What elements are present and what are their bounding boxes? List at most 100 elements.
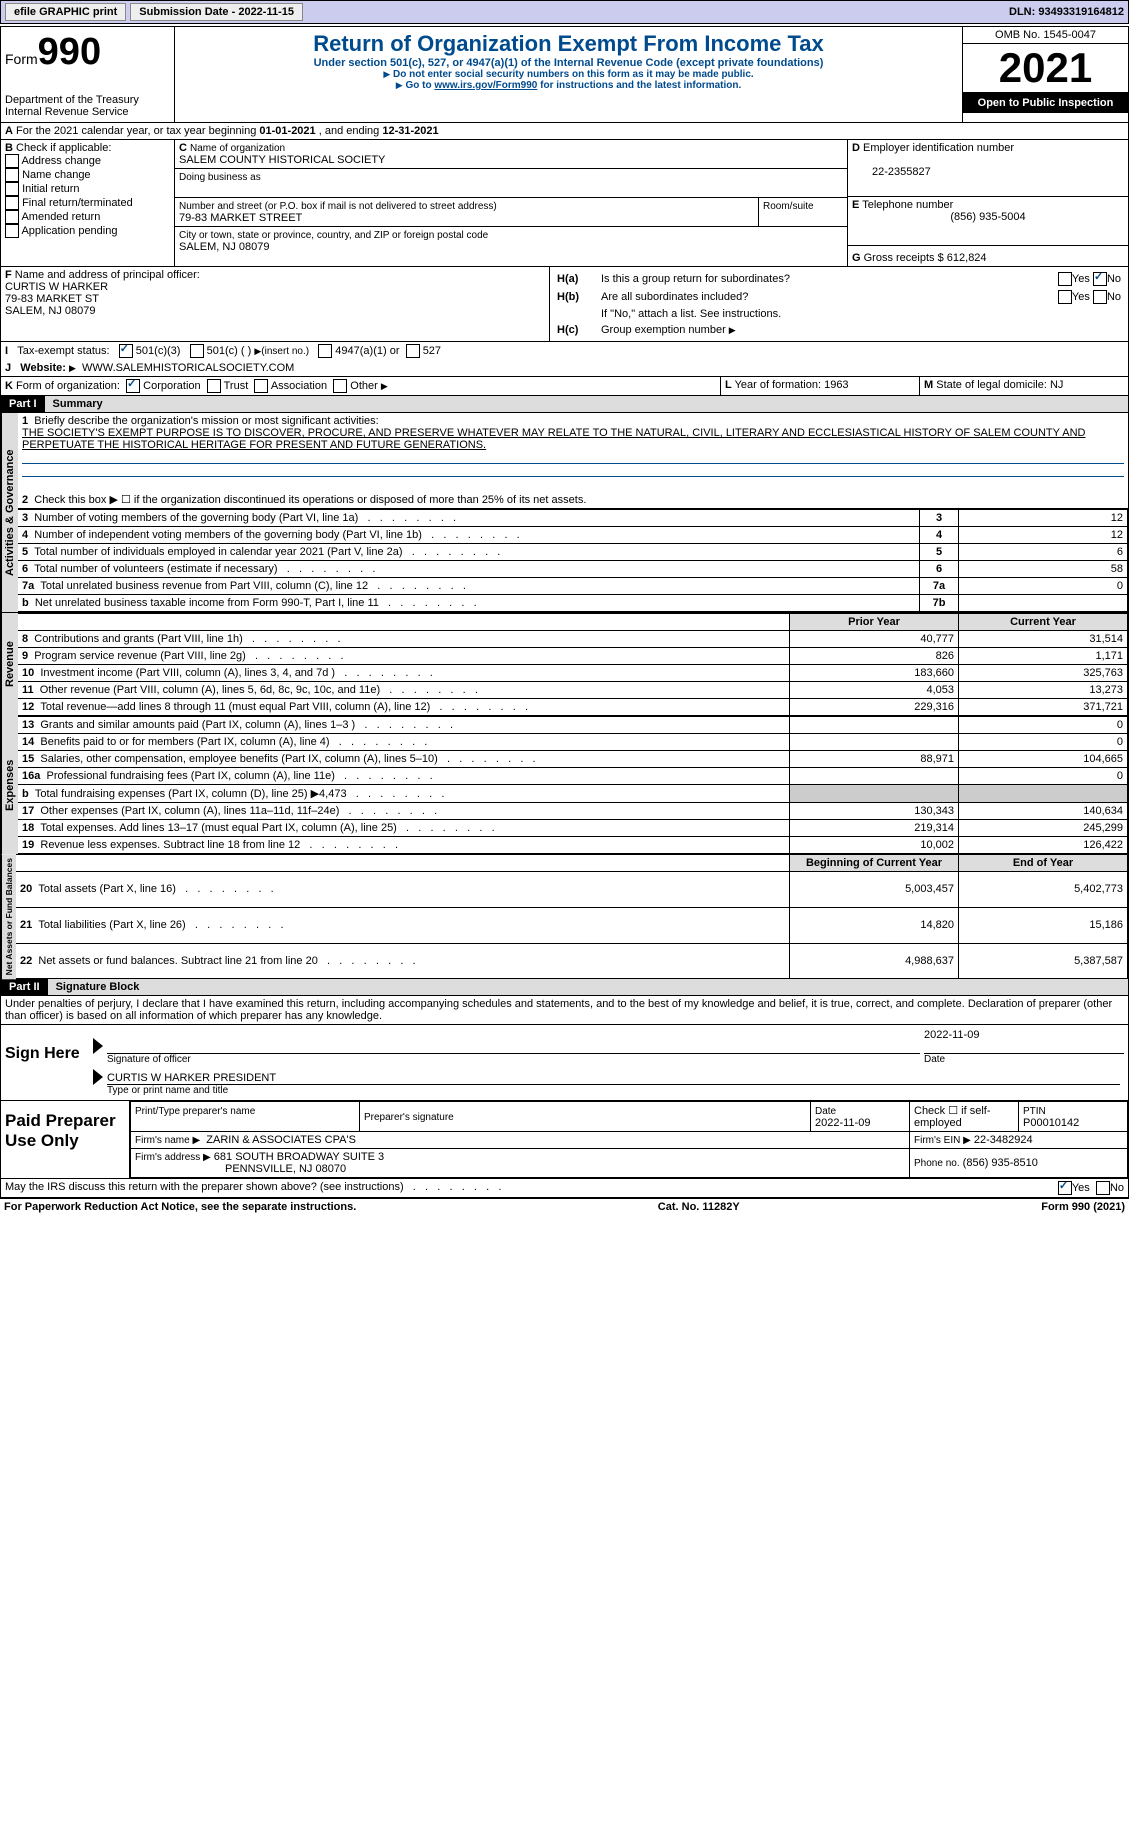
form-number: 990 — [38, 31, 101, 73]
letter-hc: H(c) — [557, 324, 578, 336]
opt-trust: Trust — [224, 380, 249, 392]
ha-no[interactable] — [1093, 272, 1107, 286]
opt-amended: Amended return — [21, 211, 100, 223]
hb-yes[interactable] — [1058, 290, 1072, 304]
officer-label: Name and address of principal officer: — [15, 269, 200, 281]
check-pending[interactable] — [5, 224, 19, 238]
check-assoc[interactable] — [254, 379, 268, 393]
p-date-label: Date — [815, 1106, 836, 1117]
fh-block: F Name and address of principal officer:… — [1, 267, 1128, 342]
letter-hb: H(b) — [557, 291, 579, 303]
letter-l: L — [725, 379, 732, 391]
irs-label: Internal Revenue Service — [5, 106, 170, 118]
table-expenses: 13 Grants and similar amounts paid (Part… — [18, 716, 1128, 854]
table-row: 20 Total assets (Part X, line 16) 5,003,… — [16, 872, 1128, 908]
ptin-label: PTIN — [1023, 1106, 1046, 1117]
check-final[interactable] — [5, 196, 19, 210]
table-row: 5 Total number of individuals employed i… — [18, 544, 1128, 561]
yes-3: Yes — [1072, 1182, 1090, 1194]
check-corp[interactable] — [126, 379, 140, 393]
table-row: 6 Total number of volunteers (estimate i… — [18, 561, 1128, 578]
submission-date-button[interactable]: Submission Date - 2022-11-15 — [130, 3, 303, 21]
dba-label: Doing business as — [179, 172, 261, 183]
table-row: 9 Program service revenue (Part VIII, li… — [18, 648, 1128, 665]
check-name-change[interactable] — [5, 168, 19, 182]
website-label: Website: — [20, 362, 66, 374]
ha-label: Is this a group return for subordinates? — [600, 271, 988, 287]
form-subtitle: Under section 501(c), 527, or 4947(a)(1)… — [179, 57, 958, 69]
efile-button[interactable]: efile GRAPHIC print — [5, 3, 126, 21]
year-formation-label: Year of formation: — [735, 379, 821, 391]
line-a: A For the 2021 calendar year, or tax yea… — [1, 123, 1128, 140]
sig-date: 2022-11-09 — [924, 1029, 1124, 1054]
opt-other: Other — [350, 380, 378, 392]
ha-yes[interactable] — [1058, 272, 1072, 286]
check-4947[interactable] — [318, 344, 332, 358]
table-row: 11 Other revenue (Part VIII, column (A),… — [18, 682, 1128, 699]
side-activities: Activities & Governance — [1, 413, 18, 612]
opt-name: Name change — [22, 169, 91, 181]
officer-addr1: 79-83 MARKET ST — [5, 293, 99, 305]
table-row: b Total fundraising expenses (Part IX, c… — [18, 785, 1128, 803]
table-row: 8 Contributions and grants (Part VIII, l… — [18, 631, 1128, 648]
table-netassets: Beginning of Current YearEnd of Year 20 … — [16, 854, 1128, 979]
table-revenue: Prior YearCurrent Year 8 Contributions a… — [18, 613, 1128, 716]
state-domicile-label: State of legal domicile: — [936, 379, 1047, 391]
part1-header: Part I Summary — [1, 396, 1128, 413]
table-row: 13 Grants and similar amounts paid (Part… — [18, 717, 1128, 734]
insert-no: (insert no.) — [261, 346, 309, 357]
table-activities: 3 Number of voting members of the govern… — [18, 509, 1128, 612]
firm-ein-label: Firm's EIN ▶ — [914, 1135, 971, 1146]
discuss-no[interactable] — [1096, 1181, 1110, 1195]
footer-mid: Cat. No. 11282Y — [658, 1201, 740, 1213]
firm-ein: 22-3482924 — [974, 1134, 1033, 1146]
hb-no[interactable] — [1093, 290, 1107, 304]
phone-label: Telephone number — [862, 199, 953, 211]
room-label: Room/suite — [763, 201, 814, 212]
discuss-row: May the IRS discuss this return with the… — [1, 1179, 1128, 1198]
table-row: 7a Total unrelated business revenue from… — [18, 578, 1128, 595]
officer-addr2: SALEM, NJ 08079 — [5, 305, 96, 317]
opt-pending: Application pending — [21, 225, 117, 237]
typed-label: Type or print name and title — [93, 1085, 1124, 1096]
irs-form990-link[interactable]: www.irs.gov/Form990 — [434, 80, 537, 91]
discuss-yes[interactable] — [1058, 1181, 1072, 1195]
table-row: 4 Number of independent voting members o… — [18, 527, 1128, 544]
check-trust[interactable] — [207, 379, 221, 393]
year-formation: 1963 — [824, 379, 848, 391]
opt-address: Address change — [21, 155, 101, 167]
discuss-text: May the IRS discuss this return with the… — [5, 1181, 501, 1193]
check-initial[interactable] — [5, 182, 19, 196]
tax-year: 2021 — [999, 44, 1092, 91]
opt-527: 527 — [423, 345, 441, 357]
check-amended[interactable] — [5, 210, 19, 224]
table-row: 3 Number of voting members of the govern… — [18, 510, 1128, 527]
table-row: 12 Total revenue—add lines 8 through 11 … — [18, 699, 1128, 716]
period-mid: , and ending — [319, 125, 383, 137]
firm-phone-label: Phone no. — [914, 1158, 960, 1169]
period-end: 12-31-2021 — [382, 125, 438, 137]
perjury-declaration: Under penalties of perjury, I declare th… — [1, 996, 1128, 1025]
footer-left: For Paperwork Reduction Act Notice, see … — [4, 1201, 356, 1213]
p-date: 2022-11-09 — [815, 1117, 870, 1129]
table-row: 17 Other expenses (Part IX, column (A), … — [18, 803, 1128, 820]
side-netassets: Net Assets or Fund Balances — [1, 854, 16, 979]
check-501c3[interactable] — [119, 344, 133, 358]
open-to-public: Open to Public Inspection — [963, 93, 1128, 113]
website-url: WWW.SALEMHISTORICALSOCIETY.COM — [82, 362, 294, 374]
sig-officer-label: Signature of officer — [107, 1054, 924, 1065]
hc-label: Group exemption number — [601, 324, 726, 336]
check-527[interactable] — [406, 344, 420, 358]
arrow-icon-2 — [93, 1069, 103, 1085]
table-row: 10 Investment income (Part VIII, column … — [18, 665, 1128, 682]
form-990: Form990 Department of the Treasury Inter… — [0, 26, 1129, 1199]
check-501c[interactable] — [190, 344, 204, 358]
letter-i: I — [5, 345, 8, 357]
check-address-change[interactable] — [5, 154, 19, 168]
check-other[interactable] — [333, 379, 347, 393]
col-prior: Prior Year — [790, 614, 959, 631]
city-label: City or town, state or province, country… — [179, 230, 488, 241]
table-row: 21 Total liabilities (Part X, line 26) 1… — [16, 907, 1128, 943]
date-label: Date — [924, 1054, 1124, 1065]
note-goto-pre: Go to — [405, 80, 434, 91]
